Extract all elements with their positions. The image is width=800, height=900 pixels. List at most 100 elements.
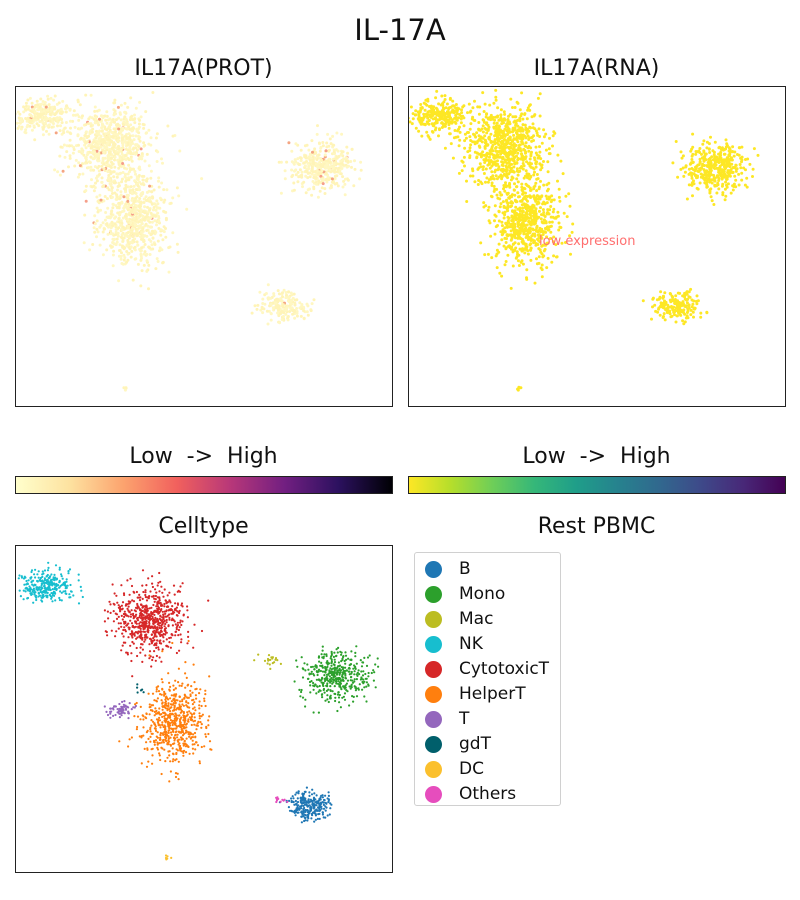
cell-point	[690, 298, 694, 302]
cell-point	[423, 108, 427, 112]
cell-point	[110, 130, 114, 134]
cell-point	[119, 255, 123, 258]
cell-point	[521, 123, 525, 127]
cell-point	[535, 160, 539, 164]
cell-point	[159, 228, 163, 232]
cell-point	[312, 187, 316, 191]
cell-point	[481, 150, 485, 154]
cell-point	[95, 179, 99, 183]
cell-point	[516, 135, 520, 139]
cell-point	[112, 135, 115, 139]
cell-point	[303, 164, 307, 168]
cell-point	[685, 301, 689, 305]
cell-point	[740, 171, 744, 175]
cell-point	[114, 127, 118, 131]
cell-point	[506, 234, 510, 238]
point-b	[303, 813, 306, 816]
cell-point	[122, 156, 126, 160]
cell-point	[497, 129, 501, 133]
cell-point	[141, 178, 145, 182]
cell-point	[341, 163, 345, 167]
cell-point	[679, 167, 683, 171]
cell-point	[131, 207, 135, 211]
cell-point	[559, 159, 563, 163]
cell-point	[447, 118, 451, 122]
cell-point	[318, 149, 322, 153]
cell-point	[560, 241, 564, 245]
point-b	[311, 788, 314, 791]
cell-point	[505, 224, 509, 227]
cell-point	[280, 318, 284, 321]
cell-point	[453, 120, 457, 124]
cell-point	[82, 137, 86, 141]
cell-point	[149, 143, 153, 147]
cell-point	[102, 144, 106, 148]
cell-point	[134, 224, 137, 227]
cell-point	[488, 155, 491, 159]
cell-point	[528, 108, 532, 112]
cell-point	[745, 176, 749, 180]
cell-point	[719, 150, 723, 154]
cell-point	[157, 219, 161, 223]
cell-point	[516, 118, 520, 122]
cell-point	[114, 130, 117, 134]
cell-point	[110, 195, 114, 199]
cell-point	[542, 135, 546, 139]
cell-point	[497, 118, 501, 122]
cell-point	[501, 135, 505, 139]
point-b	[297, 790, 300, 793]
cell-point	[429, 109, 433, 113]
point-mono	[319, 664, 322, 667]
cell-point	[117, 127, 121, 131]
cell-point	[117, 149, 121, 153]
cell-point	[53, 168, 57, 172]
cell-point	[540, 213, 543, 217]
point-mono	[333, 669, 336, 672]
cell-point	[751, 167, 755, 171]
cell-point	[95, 206, 99, 210]
cell-point	[84, 123, 88, 127]
cell-point	[318, 160, 322, 164]
cell-point	[442, 124, 446, 128]
cell-point	[677, 306, 681, 310]
cell-point	[152, 206, 156, 209]
point-mono	[320, 653, 323, 656]
cell-point	[481, 165, 485, 169]
cell-point	[446, 110, 450, 113]
cell-point	[138, 168, 142, 172]
cell-point	[120, 228, 124, 232]
cell-point	[110, 146, 114, 150]
cell-point	[485, 131, 489, 135]
cell-point	[708, 189, 712, 193]
cell-point	[493, 219, 496, 223]
cell-point	[167, 270, 171, 274]
cell-point	[641, 299, 645, 303]
point-b	[312, 804, 315, 807]
cell-point	[97, 169, 101, 173]
point-mono	[321, 676, 324, 679]
cell-point	[38, 115, 42, 119]
cell-point	[30, 114, 34, 118]
point-b	[302, 801, 305, 804]
cell-point	[121, 162, 125, 165]
cell-point	[448, 114, 451, 118]
cell-point	[480, 127, 484, 131]
cell-point	[662, 306, 665, 310]
cell-point	[58, 154, 62, 158]
cell-point	[662, 312, 666, 316]
cell-point	[56, 109, 60, 113]
cell-point	[724, 180, 728, 184]
cell-point	[137, 125, 141, 129]
point-b	[294, 803, 297, 806]
cell-point	[709, 169, 713, 172]
cell-point	[133, 170, 137, 173]
cell-point	[709, 165, 713, 169]
cell-point	[713, 176, 717, 180]
cell-point	[425, 130, 429, 134]
cell-point	[484, 167, 488, 171]
cell-point	[545, 183, 549, 187]
point-mono	[318, 684, 321, 688]
point-b	[329, 807, 332, 810]
cell-point	[443, 115, 447, 119]
cell-point	[690, 158, 694, 161]
